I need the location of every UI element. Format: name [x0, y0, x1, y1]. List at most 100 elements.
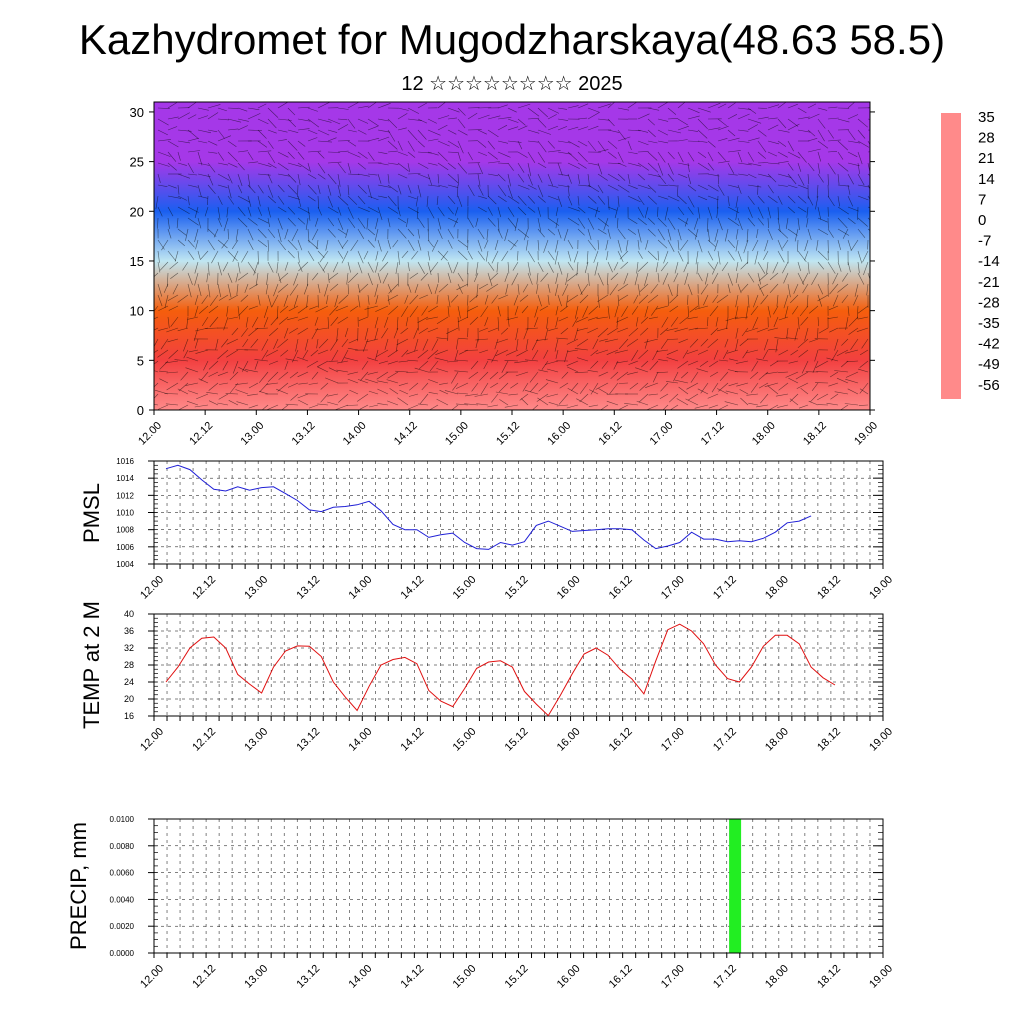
precip-x-tick-label: 16.12 [607, 963, 635, 991]
wind-barb [307, 107, 318, 112]
wind-barb [707, 338, 719, 349]
wind-barb [494, 239, 499, 251]
wind-barb [764, 382, 779, 387]
wind-barb [815, 195, 819, 210]
wind-barb [350, 239, 359, 252]
wind-barb [783, 294, 789, 309]
wind-barb [197, 250, 201, 260]
wind-barb [627, 228, 636, 235]
wind-barb [307, 195, 316, 202]
wind-barb [427, 239, 434, 248]
wind-barb [477, 206, 487, 213]
wind-barb [504, 228, 509, 242]
wind-barb [709, 371, 719, 377]
wind-barb [229, 371, 239, 381]
wind-barb [407, 239, 415, 251]
wind-barb [707, 173, 720, 177]
wind-barb [783, 272, 789, 284]
wind-barb [587, 217, 595, 230]
wind-barb [637, 195, 645, 206]
wind-barb [573, 250, 579, 263]
wind-barb [267, 294, 272, 307]
wind-barb [817, 250, 828, 261]
wind-barb [541, 360, 549, 370]
wind-barb [515, 371, 529, 377]
wind-barb [727, 173, 738, 176]
wind-barb [561, 371, 569, 379]
wind-barb [661, 316, 669, 328]
wind-barb [420, 272, 429, 281]
heatmap-x-axis: 12.00 12.12 13.00 13.12 14.00 14.12 15.00 15.12… [136, 410, 880, 448]
wind-barb [167, 116, 179, 120]
wind-barb [397, 250, 400, 265]
wind-barb [814, 349, 819, 362]
wind-barb [543, 239, 549, 253]
wind-barb [477, 228, 485, 239]
wind-barb [236, 401, 249, 406]
wind-barb [727, 272, 733, 286]
wind-barb [337, 250, 344, 259]
wind-barb [267, 118, 277, 129]
wind-barb [748, 402, 759, 406]
wind-barb [496, 338, 509, 344]
wind-barb [747, 217, 756, 227]
wind-barb [273, 338, 279, 350]
wind-barb [207, 283, 211, 298]
wind-barb [707, 140, 716, 148]
wind-barb [816, 184, 819, 198]
wind-barb [387, 371, 399, 379]
wind-barb [520, 398, 529, 406]
wind-barb [505, 349, 519, 356]
wind-barb [607, 206, 617, 211]
wind-barb [364, 327, 369, 341]
wind-barb [607, 118, 615, 127]
wind-barb [166, 327, 179, 333]
wind-barb [850, 239, 859, 251]
wind-barb [475, 261, 479, 276]
wind-barb [427, 129, 441, 136]
wind-barb [364, 305, 379, 310]
wind-barb [467, 217, 474, 228]
colorbar-label: -56 [978, 377, 1000, 394]
wind-barb [752, 239, 759, 252]
wind-barb [697, 349, 709, 355]
wind-barb [856, 327, 869, 332]
wind-barb [483, 360, 489, 370]
wind-barb [829, 371, 839, 378]
wind-barb [347, 272, 359, 284]
wind-barb [387, 162, 399, 165]
wind-barb [601, 360, 609, 369]
wind-barb [830, 393, 839, 400]
wind-barb [397, 127, 407, 131]
wind-barb [248, 404, 259, 409]
wind-barb [317, 250, 325, 258]
wind-barb [226, 338, 239, 345]
wind-barb [157, 107, 170, 109]
wind-barb [330, 338, 339, 351]
wind-barb [501, 360, 509, 373]
wind-barb [484, 294, 489, 305]
precip-y-tick-label: 0.0060 [110, 869, 135, 878]
wind-barb [306, 360, 319, 368]
wind-barb [817, 283, 824, 295]
precip-axes: 0.01000.00800.00600.00400.00200.000012.0… [110, 815, 896, 991]
temp-x-tick-label: 13.12 [294, 726, 322, 754]
wind-barb [717, 151, 726, 161]
wind-barb [447, 305, 450, 317]
heatmap-x-tick-label: 17.00 [648, 420, 676, 448]
wind-barb [775, 393, 789, 397]
wind-barb [267, 239, 269, 252]
wind-barb [487, 115, 501, 120]
wind-barb [287, 239, 298, 251]
wind-barb [858, 404, 869, 406]
wind-barb [777, 129, 790, 133]
wind-barb [398, 382, 409, 386]
wind-barb [673, 272, 679, 283]
wind-barb [687, 162, 690, 173]
wind-barb [227, 283, 232, 298]
wind-barb [847, 129, 856, 141]
wind-barb [335, 404, 349, 410]
wind-barb [784, 305, 789, 319]
wind-barb [259, 391, 269, 395]
wind-barb [397, 140, 403, 151]
